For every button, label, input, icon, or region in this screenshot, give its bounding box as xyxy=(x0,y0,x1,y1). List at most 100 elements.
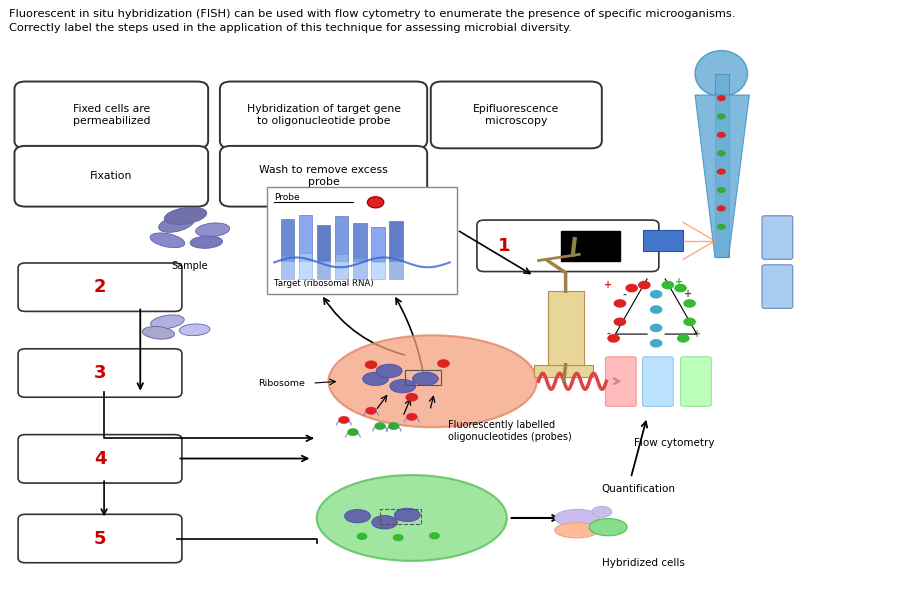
Text: -: - xyxy=(606,329,610,339)
Ellipse shape xyxy=(592,506,612,517)
Bar xyxy=(281,219,294,261)
Text: 3: 3 xyxy=(94,364,106,382)
Text: Hybridized cells: Hybridized cells xyxy=(602,558,685,568)
FancyBboxPatch shape xyxy=(762,216,793,259)
Circle shape xyxy=(405,393,418,402)
Circle shape xyxy=(365,360,377,369)
Ellipse shape xyxy=(372,516,397,529)
Ellipse shape xyxy=(589,519,627,536)
Circle shape xyxy=(406,413,417,421)
Bar xyxy=(335,254,348,279)
FancyBboxPatch shape xyxy=(643,357,673,406)
Circle shape xyxy=(650,324,662,332)
Bar xyxy=(534,365,593,377)
Ellipse shape xyxy=(195,223,230,237)
Circle shape xyxy=(614,299,626,308)
Circle shape xyxy=(717,95,726,101)
Circle shape xyxy=(674,284,687,292)
Text: Fluorescent in situ hybridization (FISH) can be used with flow cytometry to enum: Fluorescent in situ hybridization (FISH)… xyxy=(9,9,736,19)
FancyBboxPatch shape xyxy=(762,265,793,308)
Circle shape xyxy=(348,428,358,436)
Bar xyxy=(715,74,729,257)
Bar xyxy=(353,258,367,279)
Circle shape xyxy=(683,318,696,326)
Circle shape xyxy=(367,197,384,208)
Circle shape xyxy=(625,284,638,292)
Ellipse shape xyxy=(555,522,598,538)
FancyBboxPatch shape xyxy=(477,220,659,272)
Ellipse shape xyxy=(150,315,185,329)
Bar xyxy=(281,256,294,279)
Text: +: + xyxy=(693,329,700,339)
Bar xyxy=(299,215,312,261)
Text: +: + xyxy=(605,280,612,290)
Bar xyxy=(371,227,385,261)
Polygon shape xyxy=(695,95,749,257)
FancyBboxPatch shape xyxy=(220,146,427,207)
FancyBboxPatch shape xyxy=(681,357,711,406)
Circle shape xyxy=(638,281,651,289)
Bar xyxy=(317,261,330,279)
Text: Flow cytometry: Flow cytometry xyxy=(634,438,714,448)
Text: 1: 1 xyxy=(498,237,510,255)
Text: Probe: Probe xyxy=(274,193,300,202)
Ellipse shape xyxy=(345,509,370,523)
Text: Fixed cells are
permeabilized: Fixed cells are permeabilized xyxy=(72,104,150,126)
FancyBboxPatch shape xyxy=(18,263,182,311)
FancyBboxPatch shape xyxy=(220,82,427,148)
FancyBboxPatch shape xyxy=(431,82,602,148)
Circle shape xyxy=(717,150,726,156)
Circle shape xyxy=(388,422,399,430)
Circle shape xyxy=(437,359,450,368)
Bar xyxy=(561,231,620,261)
Bar xyxy=(371,262,385,279)
Text: Ribosome: Ribosome xyxy=(258,379,305,387)
FancyBboxPatch shape xyxy=(18,349,182,397)
FancyBboxPatch shape xyxy=(14,82,208,148)
Bar xyxy=(643,230,683,251)
Text: Sample: Sample xyxy=(172,261,208,270)
Text: Epifluorescence
microscopy: Epifluorescence microscopy xyxy=(473,104,559,126)
FancyBboxPatch shape xyxy=(18,435,182,483)
Circle shape xyxy=(662,281,674,289)
Bar xyxy=(353,223,367,261)
Circle shape xyxy=(357,533,367,540)
Bar xyxy=(299,253,312,279)
Circle shape xyxy=(650,305,662,314)
Circle shape xyxy=(375,422,386,430)
Ellipse shape xyxy=(376,364,402,378)
Circle shape xyxy=(393,534,404,541)
Ellipse shape xyxy=(158,215,195,232)
Circle shape xyxy=(717,113,726,120)
Bar xyxy=(267,187,457,294)
Circle shape xyxy=(683,299,696,308)
Ellipse shape xyxy=(555,509,600,527)
Text: +: + xyxy=(675,277,682,287)
Circle shape xyxy=(677,334,690,343)
FancyBboxPatch shape xyxy=(605,357,636,406)
Text: Hybridization of target gene
to oligonucleotide probe: Hybridization of target gene to oligonuc… xyxy=(246,104,401,126)
Ellipse shape xyxy=(190,236,223,248)
Ellipse shape xyxy=(150,233,185,248)
Ellipse shape xyxy=(142,327,175,339)
Bar xyxy=(335,216,348,261)
Bar xyxy=(405,370,441,385)
Circle shape xyxy=(607,334,620,343)
Circle shape xyxy=(717,224,726,230)
Text: Target (ribosomal RNA): Target (ribosomal RNA) xyxy=(274,279,374,288)
Bar xyxy=(389,257,403,279)
Ellipse shape xyxy=(329,335,537,427)
Text: -: - xyxy=(623,289,626,299)
Circle shape xyxy=(717,169,726,175)
Ellipse shape xyxy=(165,207,206,224)
Text: Quantification: Quantification xyxy=(602,484,676,494)
Circle shape xyxy=(614,318,626,326)
Circle shape xyxy=(717,205,726,211)
FancyBboxPatch shape xyxy=(18,514,182,563)
Text: 2: 2 xyxy=(94,278,106,296)
Ellipse shape xyxy=(179,324,210,336)
Bar xyxy=(317,225,330,261)
Text: Wash to remove excess
probe: Wash to remove excess probe xyxy=(259,166,388,187)
Ellipse shape xyxy=(317,475,507,561)
Bar xyxy=(380,509,421,524)
